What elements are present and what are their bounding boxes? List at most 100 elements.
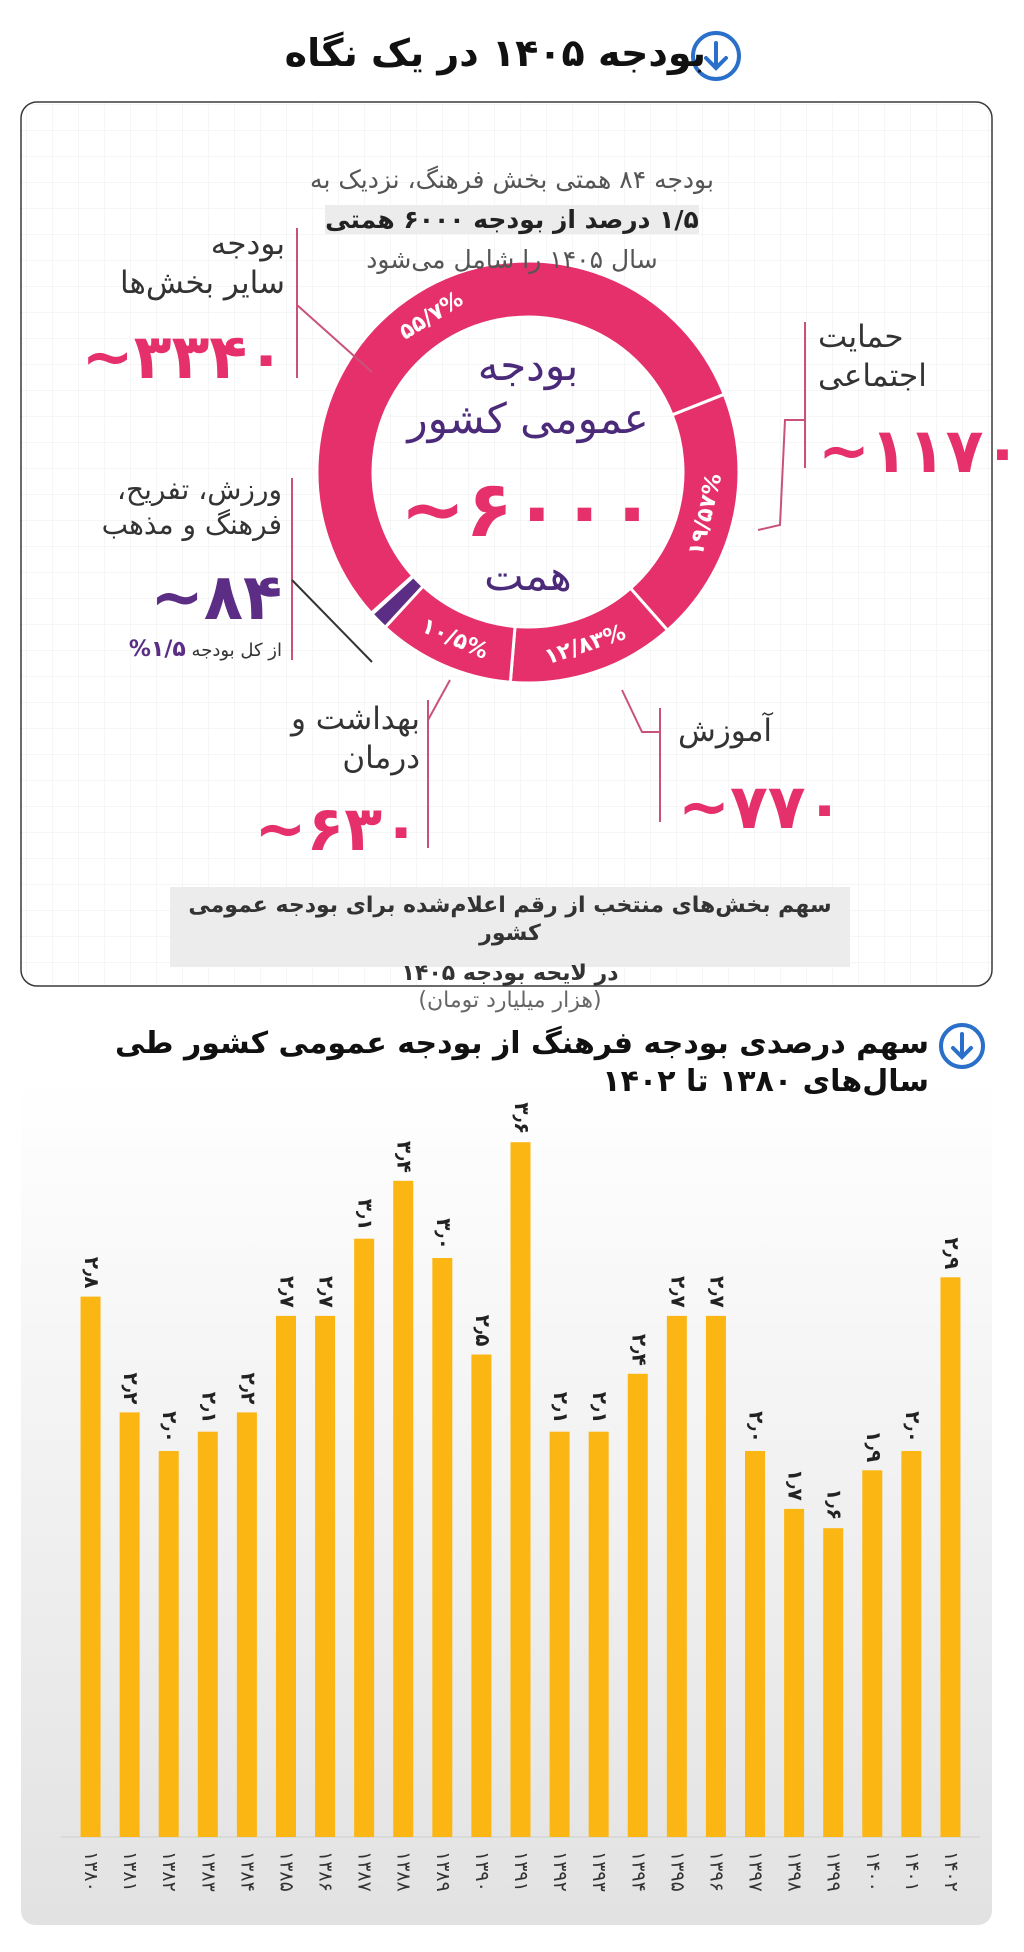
donut-segment (315, 259, 727, 616)
value-label: ۲٫۵ (471, 1315, 495, 1347)
subtitle: بودجه ۸۴ همتی بخش فرهنگ، نزدیک به ۱/۵ در… (60, 120, 964, 280)
value-label: ۲٫۰ (901, 1411, 925, 1443)
leader-line (427, 679, 451, 721)
bar (666, 1315, 687, 1837)
footnote: در لایحه بودجه ۱۴۰۵ (هزار میلیارد تومان) (170, 932, 850, 1015)
bar (158, 1451, 179, 1837)
value-label: ~۷۷۰ (678, 770, 844, 843)
x-tick-label: ۱۳۸۶ (315, 1851, 337, 1892)
bar (784, 1508, 805, 1837)
value-label: ۱٫۹ (862, 1430, 886, 1462)
value-label: ~۶۳۰ (254, 792, 420, 865)
subtitle-part: بودجه ۸۴ همتی بخش فرهنگ، نزدیک به (310, 165, 714, 194)
x-tick-label: ۱۳۹۳ (588, 1851, 610, 1892)
value-label: ~۱۱۷۰ (818, 414, 1022, 487)
value-label: ۲٫۷ (315, 1276, 339, 1308)
bar (823, 1528, 844, 1837)
x-tick-label: ۱۳۹۵ (666, 1851, 688, 1892)
value-label: ۳٫۱ (354, 1199, 378, 1231)
x-tick-label: ۱۳۹۴ (627, 1851, 649, 1892)
title-icon (939, 1023, 985, 1069)
value-label: ۲٫۱ (549, 1392, 573, 1424)
bar (471, 1354, 492, 1837)
category-label: بودجه سایر بخش‌ها (120, 226, 285, 301)
value-label: ۲٫۷ (666, 1276, 690, 1308)
footnote-bg (170, 887, 850, 967)
category-label: حمایت اجتماعی (818, 319, 927, 394)
bar (236, 1412, 257, 1837)
bar (315, 1315, 336, 1837)
bar (354, 1238, 375, 1837)
x-tick-label: ۱۳۹۶ (705, 1851, 727, 1892)
leader-line (296, 304, 373, 373)
footnote: سهم بخش‌های منتخب از رقم اعلام‌شده برای … (188, 893, 832, 946)
chart-title: سهم درصدی بودجه فرهنگ از بودجه عمومی کشو… (114, 1026, 929, 1099)
bar (862, 1470, 883, 1837)
bar (627, 1373, 648, 1837)
x-tick-label: ۱۳۸۴ (236, 1851, 258, 1892)
footnote-part: در لایحه بودجه ۱۴۰۵ (401, 960, 619, 986)
subtitle-part: سال ۱۴۰۵ را شامل می‌شود (366, 245, 658, 274)
value-label: ۱٫۷ (784, 1469, 808, 1501)
value-label: ~۳۳۴۰ (81, 320, 285, 393)
value-label: ۲٫۲ (236, 1373, 260, 1405)
value-label: ۳٫۴ (393, 1141, 417, 1173)
card (20, 101, 993, 987)
bar (275, 1315, 296, 1837)
value-label: ۲٫۰ (745, 1411, 769, 1443)
value-label: ~۸۴ (150, 561, 282, 635)
x-tick-label: ۱۳۹۷ (745, 1851, 767, 1892)
percent-note-text: از کل بودجه (191, 640, 282, 661)
chart-title: بودجه ۱۴۰۵ در یک نگاه (284, 31, 706, 75)
x-tick-label: ۱۳۸۸ (393, 1851, 415, 1892)
value-label: ۲٫۱ (588, 1392, 612, 1424)
value-label: ۲٫۱ (197, 1392, 221, 1424)
x-tick-label: ۱۳۸۱ (119, 1851, 141, 1892)
donut-segment (369, 574, 426, 630)
x-tick-label: ۱۳۹۸ (784, 1851, 806, 1892)
subtitle-part: ۱/۵ درصد از بودجه ۶۰۰۰ همتی (325, 205, 699, 234)
leader-line (757, 419, 805, 531)
center-unit: همت (484, 551, 572, 600)
value-label: ۲٫۷ (275, 1276, 299, 1308)
x-tick-label: ۱۳۹۹ (823, 1851, 845, 1892)
bar (510, 1142, 531, 1837)
x-tick-label: ۱۳۹۰ (471, 1851, 493, 1892)
value-label: ۳٫۰ (432, 1218, 456, 1250)
value-label: ۲٫۸ (80, 1257, 104, 1289)
bar (549, 1431, 570, 1837)
x-tick-label: ۱۳۸۰ (80, 1851, 102, 1892)
x-tick-label: ۱۴۰۰ (862, 1851, 884, 1892)
bar (80, 1296, 101, 1837)
value-label: ۲٫۰ (158, 1411, 182, 1443)
category-label: آموزش (678, 713, 773, 749)
x-tick-label: ۱۳۸۷ (354, 1851, 376, 1892)
bar (745, 1451, 766, 1837)
value-label: ۲٫۲ (119, 1373, 143, 1405)
bar (119, 1412, 140, 1837)
x-tick-label: ۱۳۹۱ (510, 1851, 532, 1892)
center-value: ~۶۰۰۰ (400, 465, 656, 555)
bar (588, 1431, 609, 1837)
leader-line (621, 689, 660, 733)
x-tick-label: ۱۴۰۲ (940, 1851, 962, 1892)
value-label: ۱٫۶ (823, 1488, 847, 1520)
x-tick-label: ۱۳۸۵ (275, 1851, 297, 1892)
x-tick-label: ۱۴۰۱ (901, 1851, 923, 1892)
category-label: بهداشت و درمان (290, 701, 420, 776)
center-title: بودجه عمومی کشور (407, 341, 649, 443)
x-tick-label: ۱۳۸۲ (158, 1851, 180, 1892)
bar (393, 1180, 414, 1837)
bar (940, 1277, 961, 1837)
bar (197, 1431, 218, 1837)
title-icon (691, 31, 741, 81)
x-tick-label: ۱۳۸۳ (197, 1851, 219, 1892)
bar (705, 1315, 726, 1837)
percent-note: از کل بودجه ۱/۵% (129, 636, 282, 664)
value-label: ۲٫۷ (705, 1276, 729, 1308)
bar (432, 1258, 453, 1837)
leader-line (291, 579, 373, 663)
x-tick-label: ۱۳۸۹ (432, 1851, 454, 1892)
value-label: ۲٫۴ (627, 1334, 651, 1366)
